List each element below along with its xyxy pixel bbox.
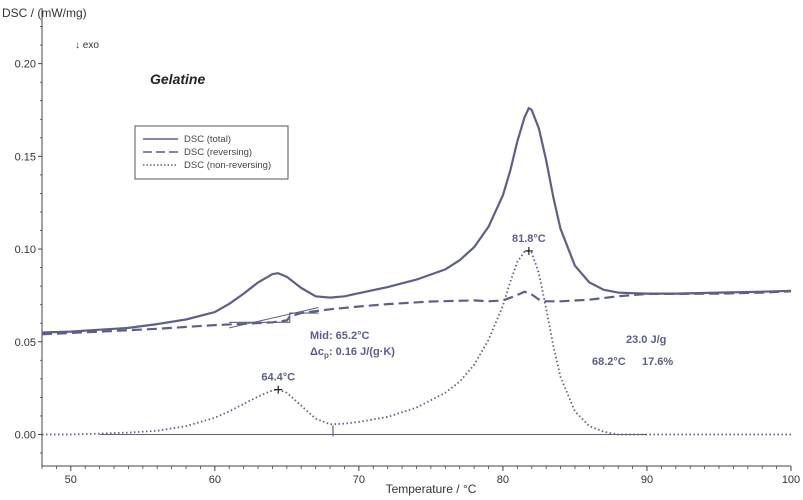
glass-transition-tangent [229, 306, 319, 329]
legend-label-total: DSC (total) [184, 134, 231, 145]
series-layer [41, 106, 792, 436]
peak-temperature-label: 81.8°C [512, 233, 546, 245]
exo-direction-marker: ↓ exo [75, 40, 99, 51]
y-tick-label: 0.15 [15, 151, 36, 163]
x-tick-label: 80 [497, 474, 509, 486]
baseline-layer [99, 425, 647, 437]
series-non-reversing-line [42, 249, 791, 436]
series-total-line [41, 106, 792, 334]
integration-enthalpy-label: 23.0 J/g [626, 334, 666, 346]
chart-title: Gelatine [150, 71, 205, 87]
integration-onset-label: 68.2°C [592, 356, 626, 368]
y-tick-label: 0.10 [15, 244, 36, 256]
chart-ticks: 50 60 70 80 90 100 0.00 0.05 0.10 0.15 0.20 [15, 26, 800, 486]
legend-label-reversing: DSC (reversing) [184, 147, 252, 158]
y-tick-label: 0.05 [15, 337, 36, 349]
glass-transition-midpoint-label: Mid: 65.2°C [310, 330, 369, 342]
glass-transition-step [229, 312, 319, 323]
x-tick-label: 100 [782, 474, 800, 486]
glass-transition-dcp-label: Δcp: 0.16 J/(g·K) [310, 346, 395, 360]
x-tick-label: 50 [65, 474, 77, 486]
x-tick-label: 60 [209, 474, 221, 486]
integration-percent-label: 17.6% [642, 356, 673, 368]
legend: DSC (total) DSC (reversing) DSC (non-rev… [134, 125, 289, 180]
series-reversing-line [41, 290, 792, 336]
x-tick-label: 70 [353, 474, 365, 486]
annotation-layer: 81.8°C 64.4°C Mid: 65.2°C Δcp: 0.16 J/(g·K)… [261, 233, 673, 394]
y-tick-label: 0.20 [15, 59, 36, 71]
y-axis-title: DSC / (mW/mg) [2, 6, 87, 20]
x-axis-title: Temperature / °C [386, 482, 477, 496]
legend-label-non-reversing: DSC (non-reversing) [184, 160, 271, 171]
peak-temperature-label: 64.4°C [261, 372, 295, 384]
x-tick-label: 90 [641, 474, 653, 486]
y-tick-label: 0.00 [15, 429, 36, 441]
